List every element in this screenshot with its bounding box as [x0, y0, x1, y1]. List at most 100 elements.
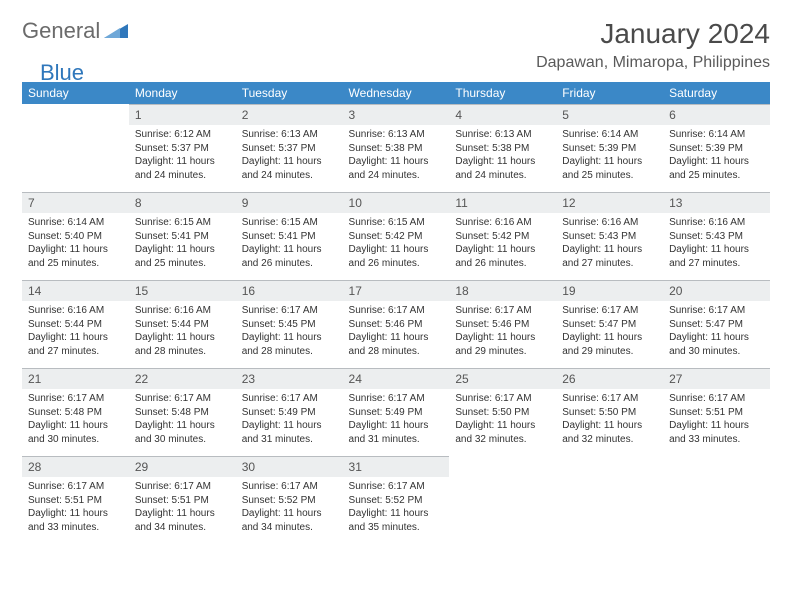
sunrise-text: Sunrise: 6:17 AM: [28, 392, 123, 406]
calendar-day-cell: 10Sunrise: 6:15 AMSunset: 5:42 PMDayligh…: [343, 192, 450, 280]
calendar-day-cell: [556, 456, 663, 544]
month-title: January 2024: [536, 18, 770, 50]
day-data: Sunrise: 6:14 AMSunset: 5:39 PMDaylight:…: [663, 125, 770, 188]
day-number: 12: [556, 192, 663, 213]
brand-text-blue: Blue: [40, 60, 84, 86]
day-header: Saturday: [663, 82, 770, 104]
sunrise-text: Sunrise: 6:14 AM: [28, 216, 123, 230]
sunrise-text: Sunrise: 6:17 AM: [669, 304, 764, 318]
calendar-day-cell: 3Sunrise: 6:13 AMSunset: 5:38 PMDaylight…: [343, 104, 450, 192]
day-number: 27: [663, 368, 770, 389]
calendar-day-cell: 9Sunrise: 6:15 AMSunset: 5:41 PMDaylight…: [236, 192, 343, 280]
day-data: Sunrise: 6:17 AMSunset: 5:51 PMDaylight:…: [129, 477, 236, 540]
day-number: 4: [449, 104, 556, 125]
day-data: Sunrise: 6:17 AMSunset: 5:48 PMDaylight:…: [22, 389, 129, 452]
day-data: Sunrise: 6:17 AMSunset: 5:52 PMDaylight:…: [236, 477, 343, 540]
daylight-text: Daylight: 11 hours and 30 minutes.: [669, 331, 764, 358]
sunrise-text: Sunrise: 6:17 AM: [135, 392, 230, 406]
day-number: 19: [556, 280, 663, 301]
day-data: Sunrise: 6:17 AMSunset: 5:45 PMDaylight:…: [236, 301, 343, 364]
day-data: Sunrise: 6:17 AMSunset: 5:49 PMDaylight:…: [236, 389, 343, 452]
sunset-text: Sunset: 5:51 PM: [28, 494, 123, 508]
day-data: Sunrise: 6:13 AMSunset: 5:38 PMDaylight:…: [343, 125, 450, 188]
day-number: 6: [663, 104, 770, 125]
day-number: 15: [129, 280, 236, 301]
daylight-text: Daylight: 11 hours and 27 minutes.: [669, 243, 764, 270]
calendar-week-row: 1Sunrise: 6:12 AMSunset: 5:37 PMDaylight…: [22, 104, 770, 192]
sunset-text: Sunset: 5:51 PM: [135, 494, 230, 508]
day-data: Sunrise: 6:17 AMSunset: 5:46 PMDaylight:…: [343, 301, 450, 364]
daylight-text: Daylight: 11 hours and 33 minutes.: [28, 507, 123, 534]
calendar-day-cell: 15Sunrise: 6:16 AMSunset: 5:44 PMDayligh…: [129, 280, 236, 368]
sunset-text: Sunset: 5:52 PM: [349, 494, 444, 508]
brand-logo: General: [22, 18, 130, 44]
day-data: Sunrise: 6:14 AMSunset: 5:40 PMDaylight:…: [22, 213, 129, 276]
day-data: Sunrise: 6:14 AMSunset: 5:39 PMDaylight:…: [556, 125, 663, 188]
sunrise-text: Sunrise: 6:17 AM: [562, 304, 657, 318]
sunset-text: Sunset: 5:37 PM: [242, 142, 337, 156]
daylight-text: Daylight: 11 hours and 34 minutes.: [242, 507, 337, 534]
daylight-text: Daylight: 11 hours and 31 minutes.: [242, 419, 337, 446]
sunrise-text: Sunrise: 6:17 AM: [135, 480, 230, 494]
sunset-text: Sunset: 5:46 PM: [349, 318, 444, 332]
day-data: Sunrise: 6:15 AMSunset: 5:41 PMDaylight:…: [236, 213, 343, 276]
sunrise-text: Sunrise: 6:15 AM: [242, 216, 337, 230]
calendar-week-row: 7Sunrise: 6:14 AMSunset: 5:40 PMDaylight…: [22, 192, 770, 280]
daylight-text: Daylight: 11 hours and 25 minutes.: [669, 155, 764, 182]
daylight-text: Daylight: 11 hours and 24 minutes.: [135, 155, 230, 182]
day-number: 17: [343, 280, 450, 301]
day-number: 26: [556, 368, 663, 389]
sunrise-text: Sunrise: 6:17 AM: [562, 392, 657, 406]
calendar-day-cell: 27Sunrise: 6:17 AMSunset: 5:51 PMDayligh…: [663, 368, 770, 456]
sunrise-text: Sunrise: 6:14 AM: [562, 128, 657, 142]
day-data: Sunrise: 6:12 AMSunset: 5:37 PMDaylight:…: [129, 125, 236, 188]
day-data: Sunrise: 6:17 AMSunset: 5:51 PMDaylight:…: [22, 477, 129, 540]
daylight-text: Daylight: 11 hours and 33 minutes.: [669, 419, 764, 446]
sunset-text: Sunset: 5:50 PM: [455, 406, 550, 420]
calendar-day-cell: 7Sunrise: 6:14 AMSunset: 5:40 PMDaylight…: [22, 192, 129, 280]
calendar-day-cell: 13Sunrise: 6:16 AMSunset: 5:43 PMDayligh…: [663, 192, 770, 280]
calendar-day-cell: 1Sunrise: 6:12 AMSunset: 5:37 PMDaylight…: [129, 104, 236, 192]
calendar-week-row: 21Sunrise: 6:17 AMSunset: 5:48 PMDayligh…: [22, 368, 770, 456]
calendar-day-cell: 16Sunrise: 6:17 AMSunset: 5:45 PMDayligh…: [236, 280, 343, 368]
sunset-text: Sunset: 5:49 PM: [349, 406, 444, 420]
day-number: 24: [343, 368, 450, 389]
sunrise-text: Sunrise: 6:16 AM: [28, 304, 123, 318]
day-number: 9: [236, 192, 343, 213]
calendar-day-cell: 8Sunrise: 6:15 AMSunset: 5:41 PMDaylight…: [129, 192, 236, 280]
calendar-day-cell: 11Sunrise: 6:16 AMSunset: 5:42 PMDayligh…: [449, 192, 556, 280]
sunset-text: Sunset: 5:45 PM: [242, 318, 337, 332]
calendar-day-cell: 22Sunrise: 6:17 AMSunset: 5:48 PMDayligh…: [129, 368, 236, 456]
daylight-text: Daylight: 11 hours and 32 minutes.: [455, 419, 550, 446]
sunrise-text: Sunrise: 6:16 AM: [455, 216, 550, 230]
sunrise-text: Sunrise: 6:16 AM: [135, 304, 230, 318]
sunset-text: Sunset: 5:48 PM: [135, 406, 230, 420]
calendar-week-row: 28Sunrise: 6:17 AMSunset: 5:51 PMDayligh…: [22, 456, 770, 544]
sunset-text: Sunset: 5:42 PM: [349, 230, 444, 244]
calendar-day-cell: 17Sunrise: 6:17 AMSunset: 5:46 PMDayligh…: [343, 280, 450, 368]
calendar-day-cell: 14Sunrise: 6:16 AMSunset: 5:44 PMDayligh…: [22, 280, 129, 368]
calendar-day-cell: [663, 456, 770, 544]
sunset-text: Sunset: 5:44 PM: [135, 318, 230, 332]
calendar-day-cell: 28Sunrise: 6:17 AMSunset: 5:51 PMDayligh…: [22, 456, 129, 544]
brand-text-general: General: [22, 18, 100, 44]
daylight-text: Daylight: 11 hours and 25 minutes.: [28, 243, 123, 270]
calendar-day-cell: 2Sunrise: 6:13 AMSunset: 5:37 PMDaylight…: [236, 104, 343, 192]
day-number: 8: [129, 192, 236, 213]
daylight-text: Daylight: 11 hours and 29 minutes.: [455, 331, 550, 358]
sunrise-text: Sunrise: 6:17 AM: [242, 392, 337, 406]
day-number: 7: [22, 192, 129, 213]
sunrise-text: Sunrise: 6:15 AM: [349, 216, 444, 230]
daylight-text: Daylight: 11 hours and 30 minutes.: [28, 419, 123, 446]
sunrise-text: Sunrise: 6:17 AM: [455, 392, 550, 406]
daylight-text: Daylight: 11 hours and 25 minutes.: [135, 243, 230, 270]
sunset-text: Sunset: 5:42 PM: [455, 230, 550, 244]
day-data: Sunrise: 6:16 AMSunset: 5:43 PMDaylight:…: [556, 213, 663, 276]
day-data: Sunrise: 6:16 AMSunset: 5:42 PMDaylight:…: [449, 213, 556, 276]
day-data: Sunrise: 6:15 AMSunset: 5:42 PMDaylight:…: [343, 213, 450, 276]
calendar-day-cell: 21Sunrise: 6:17 AMSunset: 5:48 PMDayligh…: [22, 368, 129, 456]
sunset-text: Sunset: 5:41 PM: [242, 230, 337, 244]
calendar-week-row: 14Sunrise: 6:16 AMSunset: 5:44 PMDayligh…: [22, 280, 770, 368]
daylight-text: Daylight: 11 hours and 34 minutes.: [135, 507, 230, 534]
sunset-text: Sunset: 5:47 PM: [562, 318, 657, 332]
